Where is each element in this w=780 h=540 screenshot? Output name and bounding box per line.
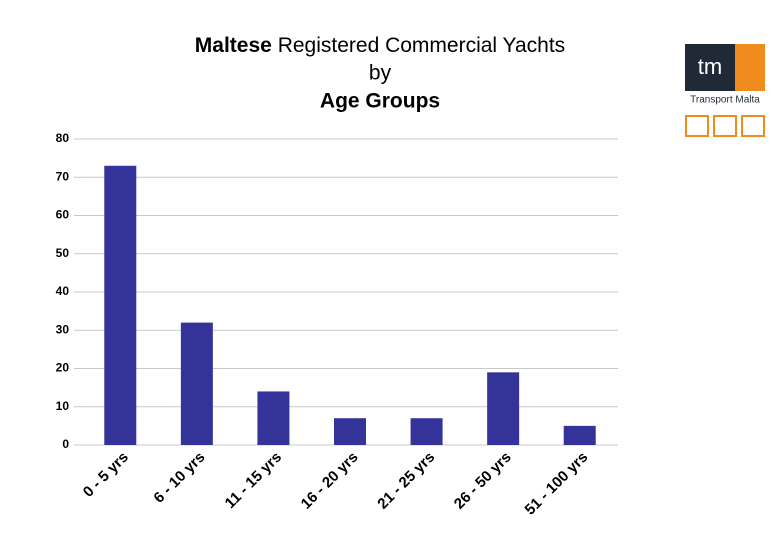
icon-plane [741,115,765,137]
y-tick-label: 30 [56,322,70,336]
logo-mark: tm [698,54,722,79]
title-line: Age Groups [320,90,440,113]
x-tick-label: 26 - 50 yrs [451,449,515,513]
y-tick-label: 70 [56,169,70,183]
logo-accent [735,44,765,91]
x-tick-label: 0 - 5 yrs [80,449,132,501]
logo-box [685,44,735,91]
x-tick-label: 21 - 25 yrs [374,449,438,513]
icon-bus [713,115,737,137]
y-tick-label: 50 [56,246,70,260]
bar [104,165,137,445]
bar [563,425,596,445]
bar [487,372,520,445]
x-tick-label: 6 - 10 yrs [150,449,208,507]
logo-caption: Transport Malta [690,95,760,106]
chart-title: Maltese Registered Commercial Yachts [195,34,565,57]
x-tick-label: 51 - 100 yrs [522,449,592,519]
y-tick-label: 40 [56,284,70,298]
bar [410,418,443,445]
x-tick-label: 11 - 15 yrs [222,449,285,512]
title-text: Registered Commercial Yachts [278,34,566,57]
title-line: by [369,62,392,85]
y-tick-label: 20 [56,361,70,375]
icon-ship [685,115,709,137]
y-tick-label: 10 [56,399,70,413]
y-tick-label: 0 [62,437,69,451]
x-tick-label: 16 - 20 yrs [298,449,362,513]
bar [257,391,290,445]
y-tick-label: 60 [56,208,70,222]
bar [180,322,213,445]
title-bold: Maltese [195,34,272,57]
y-tick-label: 80 [56,131,70,145]
bar [334,418,366,445]
logo: tm Transport Malta [685,44,765,137]
